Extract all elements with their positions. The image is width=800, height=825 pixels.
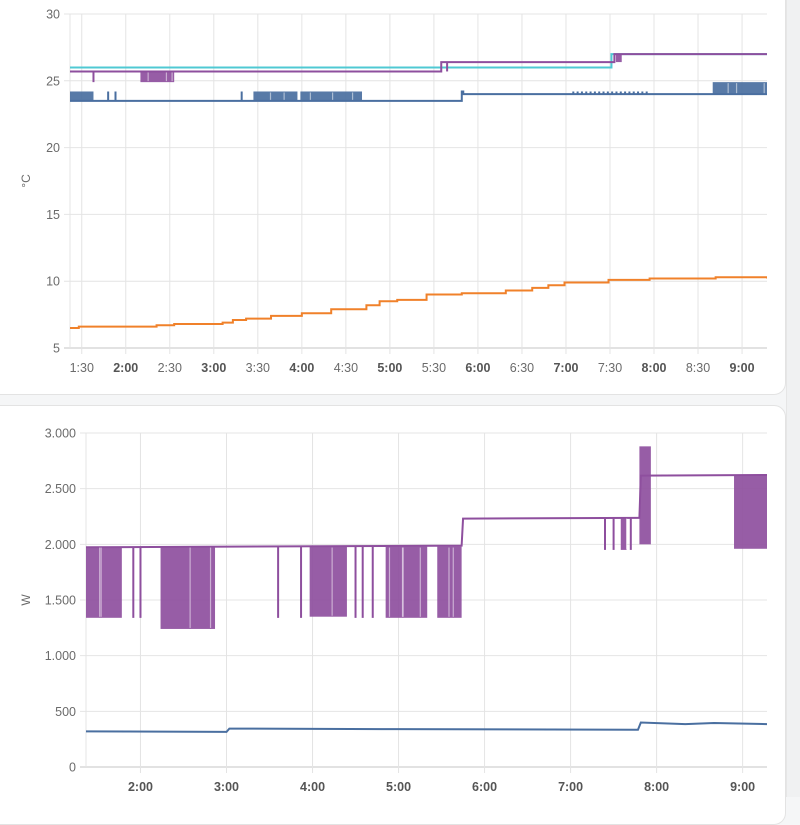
spike-gap xyxy=(331,92,334,100)
spike-gap xyxy=(626,518,628,549)
spike-gap xyxy=(351,92,354,100)
spike-band xyxy=(620,517,627,550)
spike-gap xyxy=(189,547,191,628)
x-tick-label: 4:30 xyxy=(334,361,358,375)
spike-band xyxy=(70,91,94,101)
x-tick-label: 9:00 xyxy=(730,780,755,794)
spike-gap xyxy=(727,83,729,94)
spike-gap xyxy=(209,547,212,628)
x-tick-label: 2:30 xyxy=(158,361,182,375)
series-blue-power xyxy=(86,721,767,733)
spike-gap xyxy=(763,83,765,94)
x-tick-label: 1:30 xyxy=(70,361,94,375)
spike-band xyxy=(86,546,122,618)
plot-area xyxy=(86,446,767,733)
spike-gap xyxy=(388,547,391,617)
x-tick-label: 2:00 xyxy=(113,361,138,375)
spike-band xyxy=(734,475,767,549)
y-tick-label: 15 xyxy=(46,208,60,222)
series-line xyxy=(70,53,767,73)
y-axis-label: °C xyxy=(19,174,33,188)
x-tick-label: 2:00 xyxy=(128,780,153,794)
spike-gap xyxy=(99,547,101,617)
x-tick-label: 5:00 xyxy=(386,780,411,794)
spike-band xyxy=(160,546,216,629)
y-tick-label: 1.000 xyxy=(45,649,76,663)
y-tick-label: 10 xyxy=(46,275,60,289)
x-tick-label: 4:00 xyxy=(289,361,314,375)
spike-gap xyxy=(171,72,173,82)
y-tick-label: 1.500 xyxy=(45,594,76,608)
spike-gap xyxy=(165,72,168,82)
y-tick-label: 500 xyxy=(55,705,76,719)
y-tick-label: 25 xyxy=(46,74,60,88)
x-tick-label: 8:30 xyxy=(686,361,710,375)
y-tick-label: 5 xyxy=(53,342,60,356)
y-tick-label: 2.000 xyxy=(45,538,76,552)
power-chart: 0 500 1.000 1.500 2.000 2.500 3.000 2:00 3:00 4:0… xyxy=(19,427,767,794)
x-tick-label: 7:00 xyxy=(558,780,583,794)
spike-gap xyxy=(401,547,404,617)
spike-gap xyxy=(100,547,102,617)
spike-gap xyxy=(147,72,149,82)
x-tick-label: 6:00 xyxy=(472,780,497,794)
spike-band xyxy=(712,82,767,95)
x-tick-label: 6:30 xyxy=(510,361,534,375)
series-line xyxy=(70,90,767,102)
x-tick-label: 3:30 xyxy=(246,361,270,375)
series-line xyxy=(70,276,767,329)
series-line xyxy=(86,721,767,733)
spike-gap xyxy=(735,83,738,94)
x-tick-label: 9:00 xyxy=(730,361,755,375)
series-purple-power xyxy=(86,446,767,629)
series-line xyxy=(86,473,767,549)
spike-band xyxy=(615,54,622,63)
x-tick-label: 3:00 xyxy=(201,361,226,375)
series-purple-temperature xyxy=(70,53,767,83)
spike-gap xyxy=(331,547,333,616)
x-tick-label: 8:00 xyxy=(644,780,669,794)
x-tick-label: 5:30 xyxy=(422,361,446,375)
y-tick-label: 30 xyxy=(46,8,60,22)
spike-band xyxy=(140,71,175,83)
y-tick-label: 0 xyxy=(69,761,76,775)
temperature-chart: 5 10 15 20 25 30 1:30 2:00 2:30 3:00 3:30 4:00 4:30 5… xyxy=(19,8,767,375)
spike-gap xyxy=(452,547,454,617)
y-tick-label: 3.000 xyxy=(45,427,76,441)
x-tick-label: 4:00 xyxy=(300,780,325,794)
series-orange-temperature xyxy=(70,276,767,329)
spike-gap xyxy=(419,547,421,617)
spike-gap xyxy=(309,92,311,100)
series-blue-temperature xyxy=(70,82,767,102)
spike-gap xyxy=(269,92,272,100)
x-tick-label: 5:00 xyxy=(377,361,402,375)
y-tick-label: 2.500 xyxy=(45,482,76,496)
plot-area xyxy=(70,53,767,329)
x-tick-label: 7:00 xyxy=(553,361,578,375)
x-tick-label: 7:30 xyxy=(598,361,622,375)
spike-band xyxy=(253,91,298,101)
spike-band xyxy=(300,91,363,101)
spike-gap xyxy=(283,92,285,100)
x-tick-label: 3:00 xyxy=(214,780,239,794)
spike-gap xyxy=(448,547,450,617)
scrollbar-track[interactable] xyxy=(786,0,800,797)
y-tick-label: 20 xyxy=(46,141,60,155)
temperature-card xyxy=(0,0,786,395)
spike-gap xyxy=(402,547,404,617)
y-axis-label: W xyxy=(19,594,33,606)
spike-band xyxy=(309,546,347,617)
x-tick-label: 6:00 xyxy=(465,361,490,375)
spike-band xyxy=(385,546,428,618)
peak-band xyxy=(639,446,651,545)
x-tick-label: 8:00 xyxy=(641,361,666,375)
